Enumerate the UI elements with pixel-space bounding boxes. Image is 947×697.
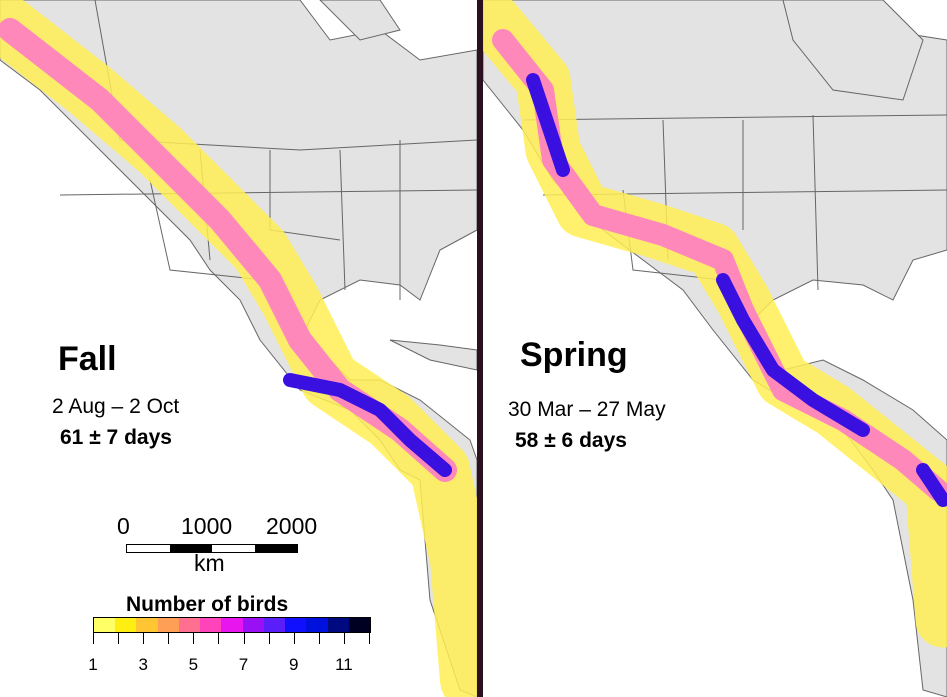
legend-swatch [306, 618, 328, 632]
duration: 58 ± 6 days [515, 429, 627, 452]
legend-tick-label: 3 [138, 655, 148, 674]
legend-swatch [263, 618, 286, 632]
legend-title: Number of birds [126, 593, 289, 616]
legend-swatch [348, 618, 371, 632]
legend-swatch [94, 618, 116, 632]
legend-swatch [115, 618, 137, 632]
spring-map [483, 0, 947, 697]
fall-bird-density [0, 0, 477, 697]
legend-tick [343, 632, 345, 644]
legend-tick [143, 632, 145, 644]
legend-tick [193, 632, 195, 644]
legend-swatch [136, 618, 158, 632]
scale-label-0: 0 [117, 513, 130, 539]
scale-label-1000: 1000 [181, 513, 233, 539]
legend-tick [293, 632, 295, 644]
date-range: 2 Aug – 2 Oct [52, 395, 180, 418]
legend-swatch [285, 618, 307, 632]
date-range: 30 Mar – 27 May [508, 398, 666, 421]
land [0, 0, 477, 697]
spring-bird-density [483, 0, 947, 648]
legend-tick-label: 5 [188, 655, 199, 674]
legend-tick-label: 1 [88, 655, 98, 674]
legend-tick [218, 632, 220, 644]
legend-tick [93, 632, 94, 644]
legend-swatch [157, 618, 179, 632]
legend-tick [268, 632, 270, 644]
legend-swatch [200, 618, 222, 632]
season-label: Fall [58, 340, 117, 378]
duration: 61 ± 7 days [60, 426, 172, 449]
legend-swatch [178, 618, 201, 632]
scale-label-2000: 2000 [266, 513, 318, 539]
season-label: Spring [520, 336, 628, 374]
legend-colorbar [93, 617, 371, 633]
legend-tick-label: 7 [238, 655, 249, 674]
legend-swatch [242, 618, 264, 632]
legend-tick [318, 632, 320, 644]
scale-bar-graphic [126, 544, 298, 553]
legend-tick [118, 632, 120, 644]
land [483, 0, 947, 697]
scale-unit: km [194, 550, 225, 576]
legend-swatch [221, 618, 243, 632]
legend-tick-label: 9 [288, 655, 299, 674]
panel-divider [477, 0, 483, 697]
fall-map [0, 0, 477, 697]
legend-tick [168, 632, 170, 644]
fall-map-panel: Fall 2 Aug – 2 Oct 61 ± 7 days 0 1000 20… [0, 0, 477, 697]
legend-tick-label: 11 [335, 655, 353, 674]
legend-swatch [327, 618, 349, 632]
legend-tick [369, 632, 370, 644]
legend-tick [243, 632, 245, 644]
spring-map-panel: Spring 30 Mar – 27 May 58 ± 6 days [483, 0, 947, 697]
